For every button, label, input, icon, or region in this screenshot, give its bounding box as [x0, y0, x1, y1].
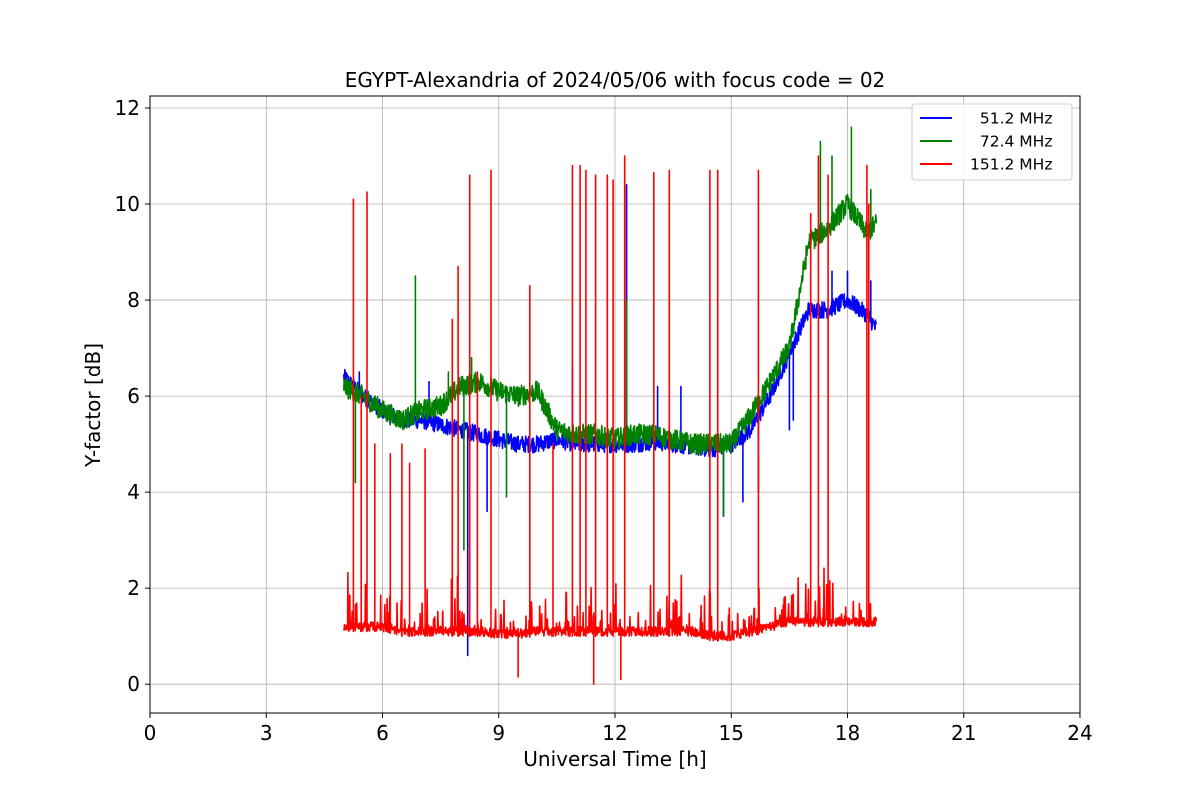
y-tick-label: 10 [115, 192, 140, 216]
legend: 51.2 MHz 72.4 MHz 151.2 MHz [911, 103, 1073, 181]
series-line-2 [343, 126, 878, 551]
legend-entry-1: 51.2 MHz [970, 110, 1052, 128]
y-tick-label: 0 [127, 672, 140, 696]
x-tick-label: 6 [376, 721, 389, 745]
series-line-3 [343, 155, 878, 685]
legend-entry-2: 72.4 MHz [970, 133, 1052, 151]
y-tick-label: 12 [115, 96, 140, 120]
y-tick-label: 6 [127, 384, 140, 408]
y-axis-label: Y-factor [dB] [81, 343, 105, 468]
legend-box [911, 103, 1073, 181]
x-axis-label: Universal Time [h] [523, 747, 706, 771]
y-tick-label: 2 [127, 576, 140, 600]
y-ticks: 0 2 4 6 8 10 12 [115, 96, 150, 696]
x-tick-label: 21 [951, 721, 976, 745]
x-ticks: 0 3 6 9 12 15 18 21 24 [144, 713, 1093, 745]
x-tick-label: 12 [602, 721, 627, 745]
chart-title: EGYPT-Alexandria of 2024/05/06 with focu… [345, 68, 886, 92]
series-layer [343, 126, 878, 685]
y-tick-label: 8 [127, 288, 140, 312]
x-tick-label: 0 [144, 721, 157, 745]
x-tick-label: 18 [835, 721, 860, 745]
legend-entry-3: 151.2 MHz [970, 156, 1052, 174]
x-tick-label: 3 [260, 721, 273, 745]
y-tick-label: 4 [127, 480, 140, 504]
x-tick-label: 24 [1067, 721, 1092, 745]
x-tick-label: 15 [719, 721, 744, 745]
x-tick-label: 9 [492, 721, 505, 745]
